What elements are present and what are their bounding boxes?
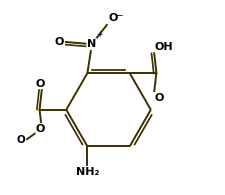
Text: O: O	[36, 124, 45, 134]
Text: O: O	[108, 13, 117, 23]
Text: O: O	[36, 79, 45, 89]
Text: O: O	[54, 37, 64, 47]
Text: −: −	[115, 10, 122, 19]
Text: N: N	[87, 39, 96, 49]
Text: O: O	[17, 135, 25, 145]
Text: OH: OH	[154, 42, 173, 52]
Text: NH₂: NH₂	[75, 168, 99, 177]
Text: O: O	[154, 93, 164, 103]
Text: +: +	[96, 30, 102, 39]
